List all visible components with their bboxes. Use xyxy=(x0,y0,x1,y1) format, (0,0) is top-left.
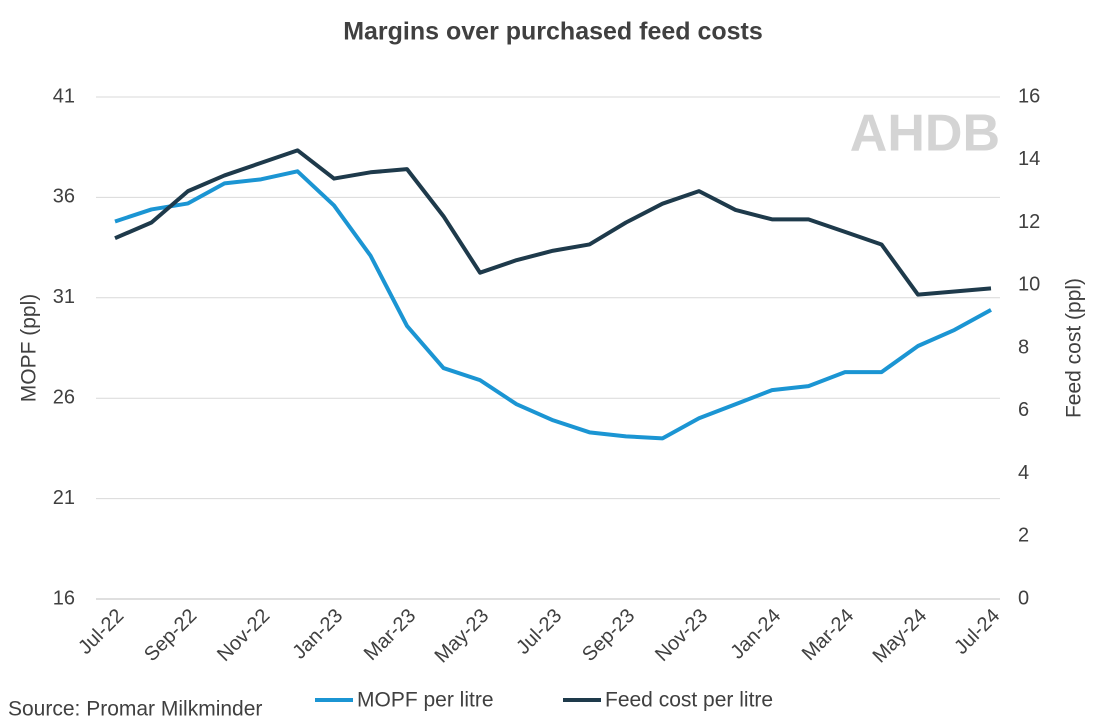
data-line xyxy=(114,148,992,297)
y2-tick-label: 14 xyxy=(1018,148,1040,170)
y-tick-label: 41 xyxy=(53,85,75,107)
y2-tick-label: 16 xyxy=(1018,85,1040,107)
y2-tick-label: 0 xyxy=(1018,587,1029,609)
chart-title: Margins over purchased feed costs xyxy=(343,18,763,46)
x-tick-label: Mar-24 xyxy=(798,605,858,665)
logo: AHDB xyxy=(850,105,1000,163)
y-tick-label: 16 xyxy=(53,587,75,609)
y-tick-label: 31 xyxy=(53,286,75,308)
x-tick-label: Nov-23 xyxy=(651,605,712,666)
x-tick-label: Jul-24 xyxy=(950,605,1004,659)
x-tick-label: May-23 xyxy=(431,605,494,668)
x-tick-label: Sep-23 xyxy=(578,605,639,666)
x-tick-label: Nov-22 xyxy=(213,605,274,666)
data-line xyxy=(114,169,992,441)
y2-tick-label: 12 xyxy=(1018,211,1040,233)
legend-label: MOPF per litre xyxy=(357,689,494,712)
x-tick-label: Jul-22 xyxy=(74,605,128,659)
source-note: Source: Promar Milkminder xyxy=(8,698,262,721)
x-tick-label: Jan-23 xyxy=(288,605,347,664)
y2-tick-label: 6 xyxy=(1018,399,1029,421)
y-axis-label: MOPF (ppl) xyxy=(18,294,41,403)
x-tick-label: Jul-23 xyxy=(512,605,566,659)
y2-tick-label: 8 xyxy=(1018,336,1029,358)
y2-tick-label: 10 xyxy=(1018,274,1040,296)
y2-tick-label: 2 xyxy=(1018,525,1029,547)
y2-tick-label: 4 xyxy=(1018,462,1029,484)
x-tick-label: Sep-22 xyxy=(140,605,201,666)
y-tick-label: 26 xyxy=(53,386,75,408)
x-tick-label: Jan-24 xyxy=(726,605,785,664)
y2-axis-label: Feed cost (ppl) xyxy=(1063,278,1086,418)
legend-label: Feed cost per litre xyxy=(605,689,773,712)
x-tick-label: May-24 xyxy=(869,605,932,668)
y-tick-label: 36 xyxy=(53,186,75,208)
y-tick-label: 21 xyxy=(53,487,75,509)
x-tick-label: Mar-23 xyxy=(360,605,420,665)
